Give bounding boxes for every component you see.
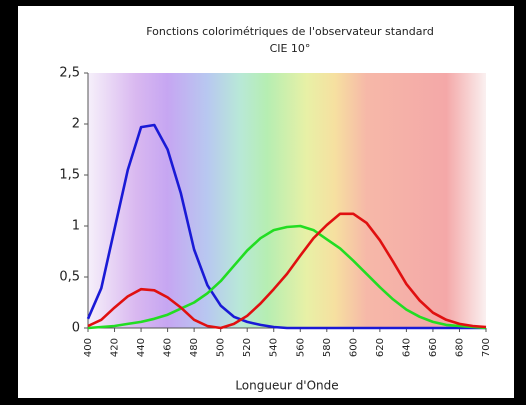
- x-tick-label: 540: [269, 338, 280, 357]
- x-tick-label: 420: [110, 338, 121, 357]
- plot-background: [88, 73, 486, 328]
- x-tick-label: 480: [189, 338, 200, 357]
- x-tick-label: 700: [481, 338, 492, 357]
- chart-subtitle: CIE 10°: [270, 42, 311, 55]
- x-axis-label: Longueur d'Onde: [235, 379, 338, 393]
- x-tick-label: 520: [242, 338, 253, 357]
- y-tick-label: 2,5: [59, 66, 80, 81]
- y-tick-label: 0: [72, 321, 80, 336]
- y-tick-label: 0,5: [59, 270, 80, 285]
- x-tick-label: 460: [163, 338, 174, 357]
- x-tick-label: 620: [375, 338, 386, 357]
- x-tick-label: 580: [322, 338, 333, 357]
- y-tick-label: 2: [72, 117, 80, 132]
- series-line: [86, 123, 486, 330]
- x-tick-label: 660: [428, 338, 439, 357]
- x-tick-label: 440: [136, 338, 147, 357]
- chart-title: Fonctions colorimétriques de l'observate…: [146, 25, 434, 38]
- x-tick-label: 680: [454, 338, 465, 357]
- x-tick-label: 640: [401, 338, 412, 357]
- x-tick-label: 500: [216, 338, 227, 357]
- x-tick-label: 400: [83, 338, 94, 357]
- y-tick-label: 1,5: [59, 168, 80, 183]
- x-tick-label: 600: [348, 338, 359, 357]
- x-tick-label: 560: [295, 338, 306, 357]
- series-line: [87, 224, 487, 330]
- y-tick-label: 1: [72, 219, 80, 234]
- series-line: [87, 212, 487, 330]
